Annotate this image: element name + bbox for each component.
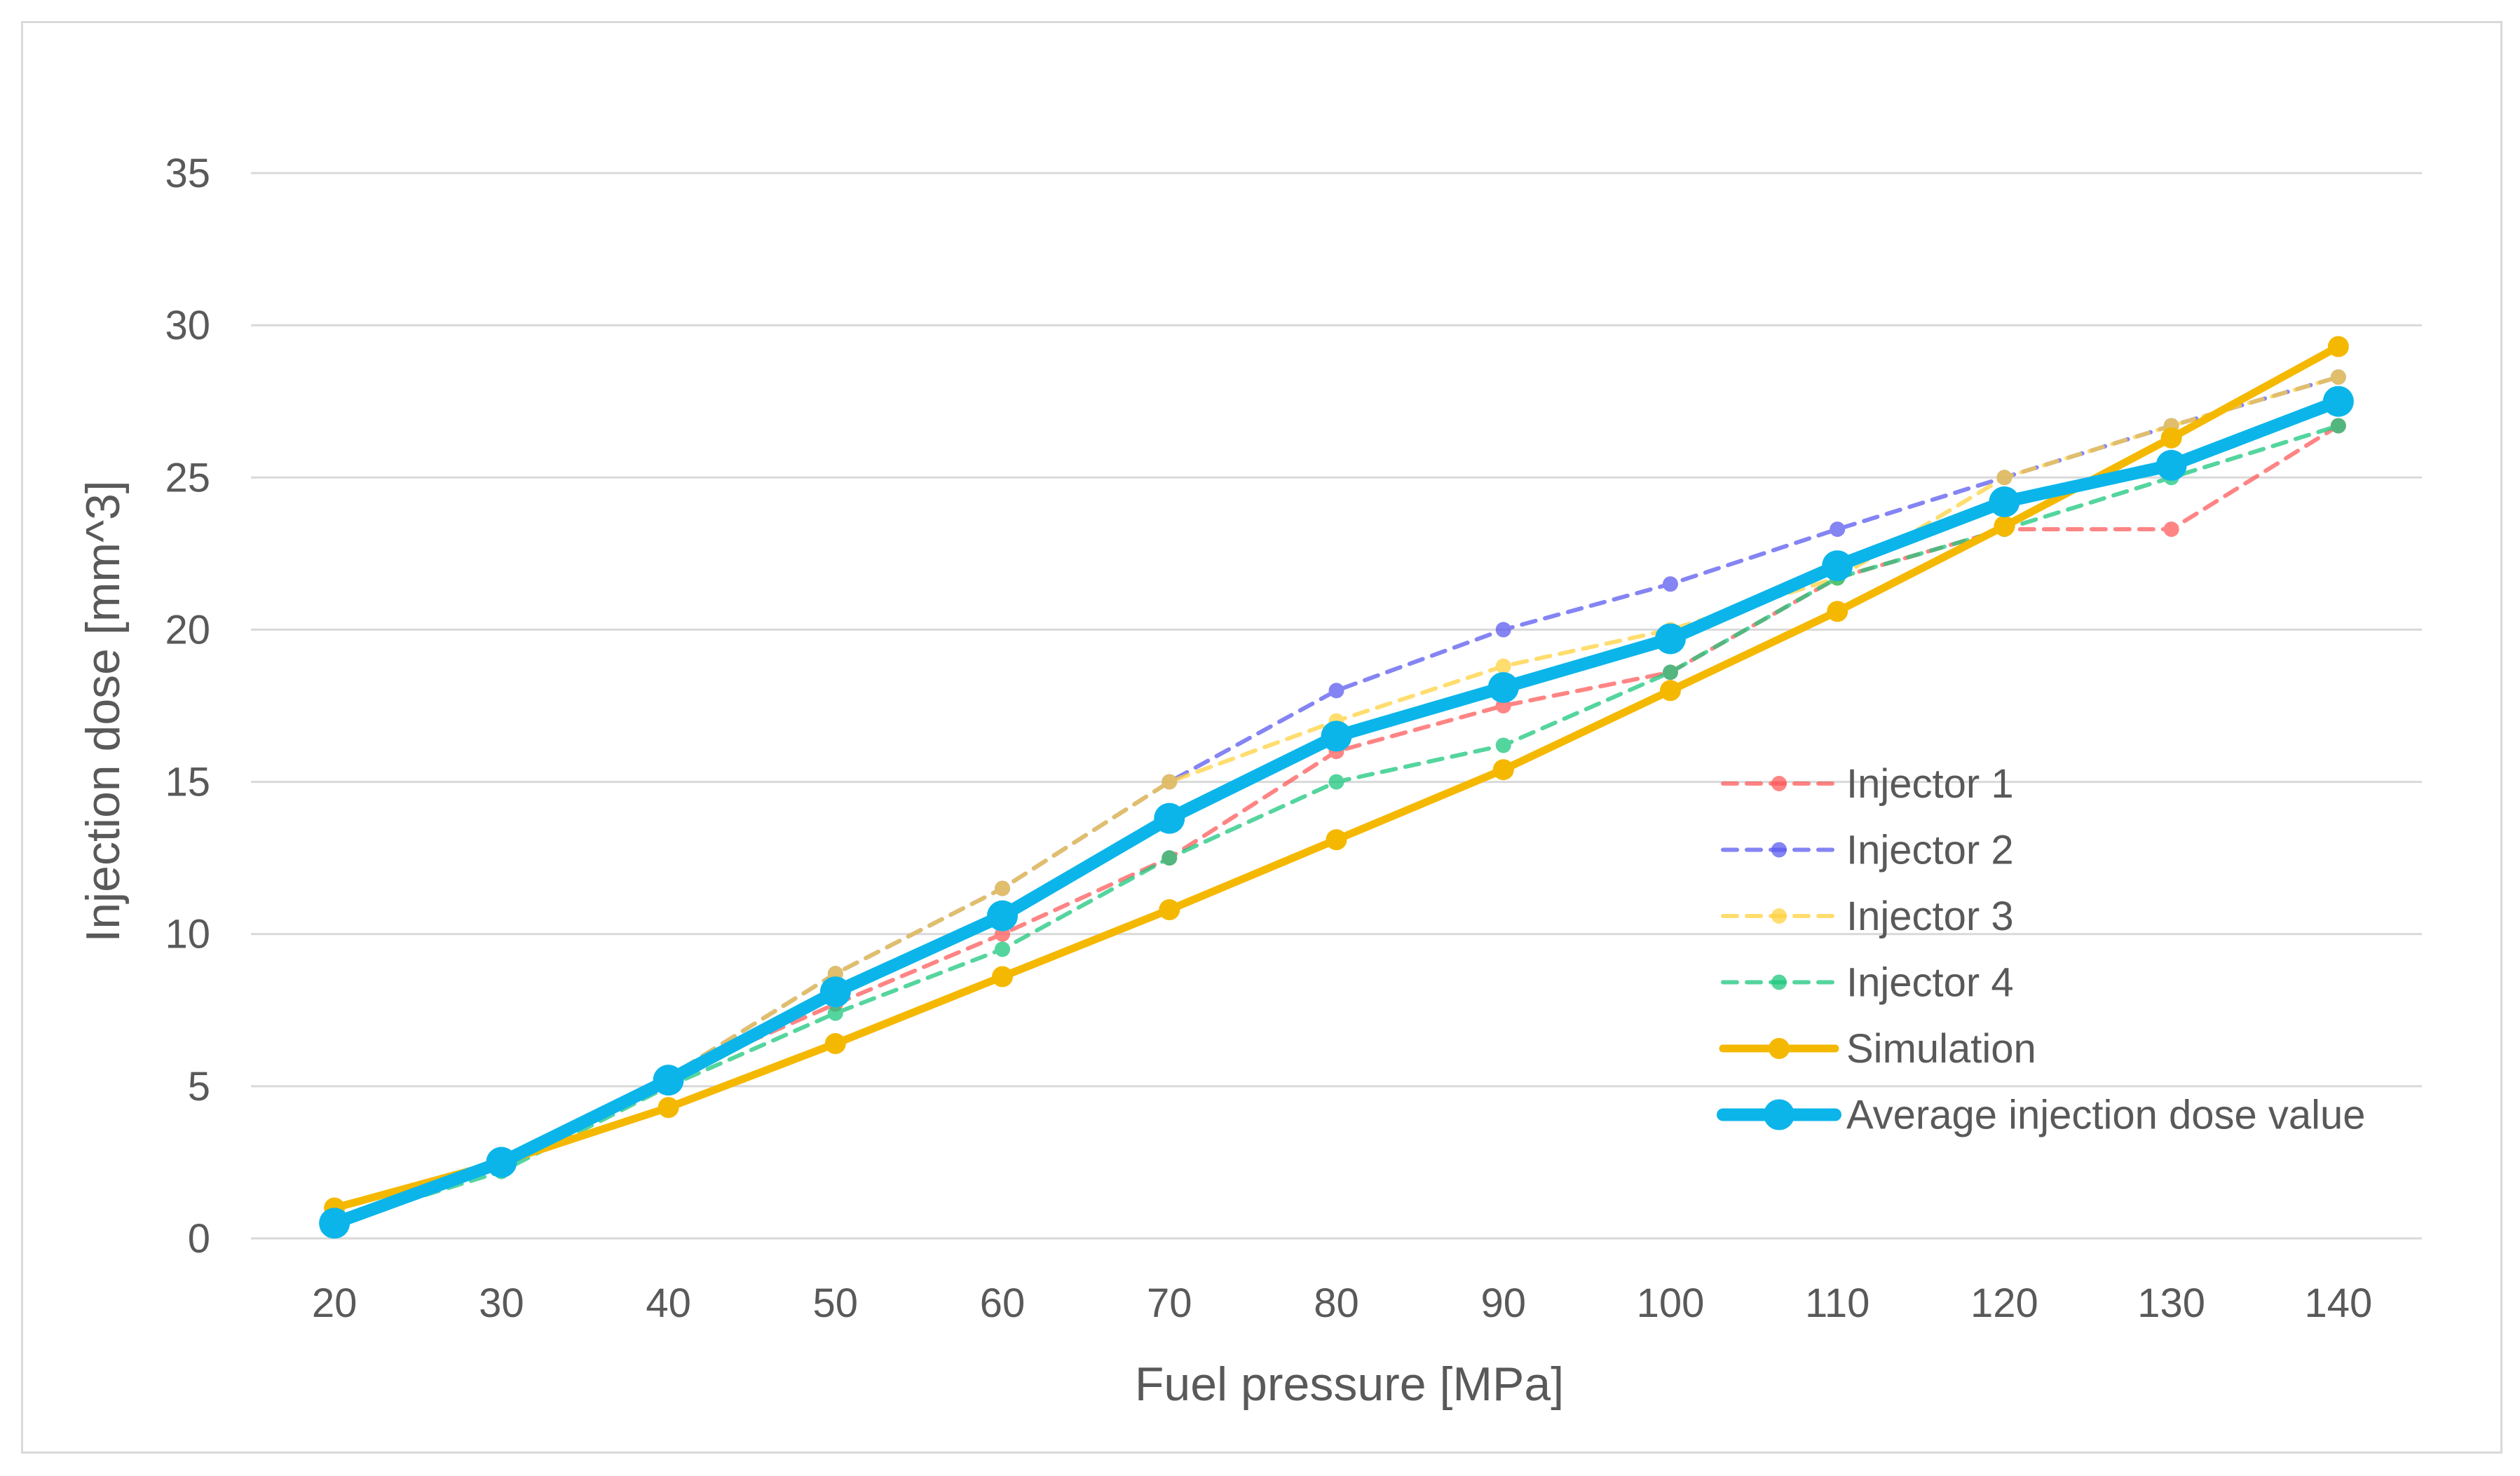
x-tick-label: 30	[479, 1280, 524, 1326]
legend-swatch-marker	[1771, 776, 1787, 791]
data-point	[1994, 515, 2015, 537]
legend-label: Average injection dose value	[1846, 1093, 2366, 1138]
legend-swatch-marker	[1771, 842, 1787, 858]
y-tick-label: 5	[188, 1064, 210, 1109]
series-lines	[319, 336, 2354, 1239]
data-point	[2322, 385, 2354, 417]
data-point	[992, 966, 1014, 988]
y-tick-label: 30	[165, 303, 210, 348]
data-point	[2163, 521, 2179, 538]
x-tick-labels: 20 30 40 50 60 70 80 90 100 110 120 130 140	[312, 1280, 2372, 1326]
legend-item: Injector 4	[1721, 960, 2014, 1006]
legend-label: Injector 2	[1846, 828, 2014, 873]
legend-item: Injector 1	[1721, 761, 2014, 807]
legend-swatch-marker	[1769, 1038, 1790, 1059]
legend-swatch-marker	[1771, 908, 1787, 924]
data-point	[1159, 898, 1180, 920]
x-tick-label: 50	[813, 1280, 859, 1326]
legend: Injector 1 Injector 2 Injector 3 Injector 4…	[1717, 761, 2366, 1138]
data-point	[1495, 622, 1511, 638]
data-point	[827, 1005, 843, 1021]
legend-label: Injector 1	[1846, 761, 2014, 807]
y-tick-label: 15	[165, 760, 210, 805]
data-point	[1328, 774, 1344, 790]
x-tick-label: 90	[1480, 1280, 1526, 1326]
y-tick-labels: 0 5 10 15 20 25 30 35	[165, 151, 210, 1262]
data-point	[987, 900, 1019, 931]
data-point	[658, 1097, 679, 1119]
x-tick-label: 130	[2137, 1280, 2205, 1326]
x-tick-label: 40	[646, 1280, 691, 1326]
x-tick-label: 120	[1970, 1280, 2038, 1326]
series-5	[324, 336, 2349, 1219]
data-point	[995, 941, 1011, 957]
data-point	[319, 1208, 350, 1239]
data-point	[2155, 449, 2187, 481]
data-point	[1827, 601, 1848, 622]
legend-swatch-marker	[1771, 974, 1787, 990]
y-tick-label: 20	[165, 607, 210, 652]
data-point	[1659, 680, 1681, 702]
data-point	[2327, 336, 2349, 357]
data-point	[1830, 521, 1846, 538]
data-point	[1662, 576, 1678, 592]
data-point	[1996, 470, 2012, 486]
chart-frame	[21, 21, 2502, 1454]
data-point	[1495, 737, 1511, 753]
data-point	[1162, 850, 1178, 866]
y-tick-label: 0	[188, 1216, 210, 1262]
data-point	[1162, 774, 1178, 790]
x-tick-label: 110	[1805, 1280, 1869, 1326]
data-point	[1662, 664, 1678, 681]
x-tick-label: 70	[1147, 1280, 1192, 1326]
data-point	[1654, 623, 1686, 655]
data-point	[995, 880, 1011, 896]
y-tick-label: 35	[165, 151, 210, 196]
data-point	[1328, 683, 1344, 699]
legend-label: Injector 3	[1846, 894, 2014, 939]
y-axis-title: Injection dose [mm^3]	[76, 480, 130, 942]
data-point	[1492, 759, 1514, 781]
legend-item: Average injection dose value	[1717, 1093, 2366, 1138]
data-point	[1154, 802, 1185, 834]
data-point	[653, 1065, 684, 1096]
data-point	[1321, 720, 1352, 752]
legend-item: Simulation	[1719, 1026, 2036, 1072]
legend-label: Injector 4	[1846, 960, 2014, 1006]
x-axis-title: Fuel pressure [MPa]	[1135, 1358, 1564, 1411]
y-tick-label: 10	[165, 912, 210, 957]
legend-item: Injector 2	[1721, 828, 2014, 873]
data-point	[1822, 550, 1853, 582]
data-point	[1326, 829, 1347, 851]
legend-swatch-marker	[1764, 1099, 1794, 1130]
data-point	[1989, 486, 2020, 518]
data-point	[2330, 418, 2346, 434]
data-point	[819, 976, 851, 1008]
gridlines	[251, 172, 2422, 1240]
legend-label: Simulation	[1846, 1026, 2036, 1072]
data-point	[2160, 427, 2182, 449]
data-point	[824, 1033, 846, 1055]
x-tick-label: 20	[312, 1280, 357, 1326]
x-tick-label: 100	[1637, 1280, 1705, 1326]
x-tick-label: 60	[980, 1280, 1026, 1326]
data-point	[1495, 658, 1511, 674]
series-6	[319, 385, 2354, 1239]
data-point	[2330, 369, 2346, 385]
x-tick-label: 140	[2304, 1280, 2372, 1326]
x-tick-label: 80	[1314, 1280, 1359, 1326]
y-tick-label: 25	[165, 455, 210, 500]
legend-item: Injector 3	[1721, 894, 2014, 939]
data-point	[1487, 671, 1519, 703]
data-point	[486, 1147, 517, 1178]
